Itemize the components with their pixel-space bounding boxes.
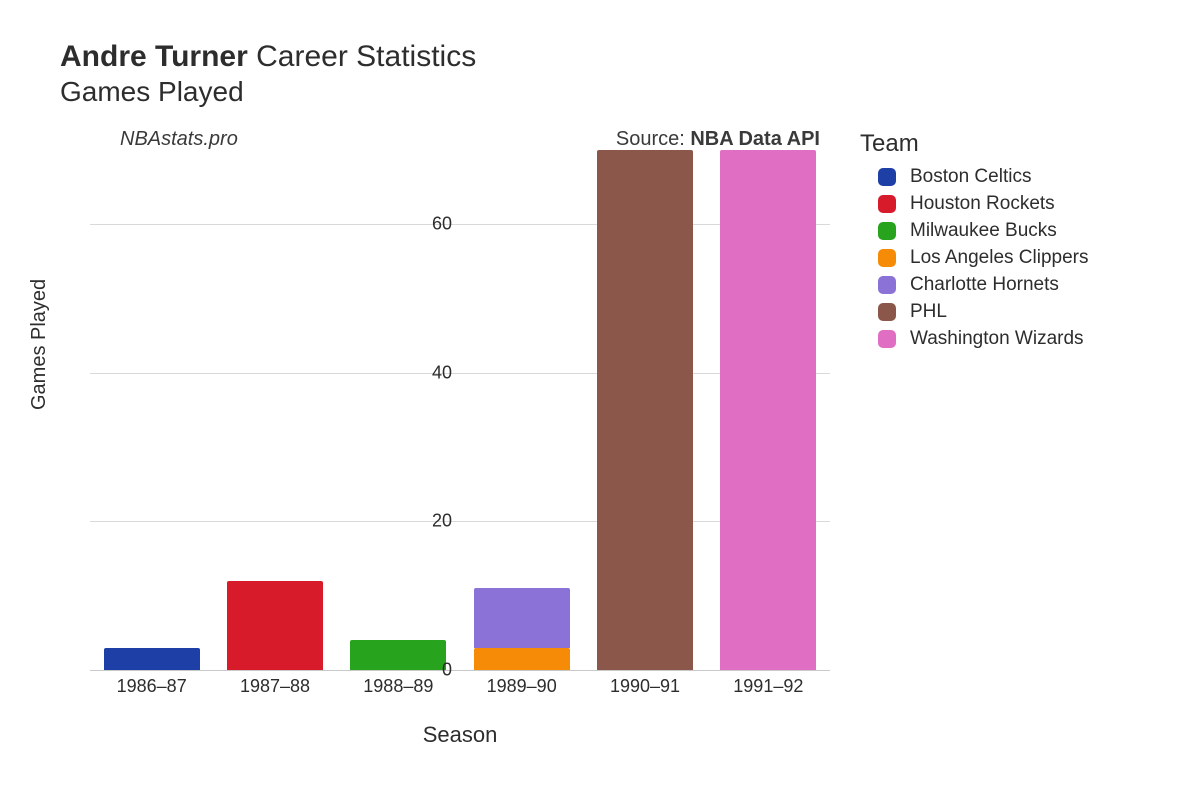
legend-item: PHL [878, 301, 1089, 323]
bar-segment [227, 581, 323, 670]
bar-segment [350, 640, 446, 670]
legend-swatch [878, 303, 896, 321]
bar [227, 150, 323, 670]
source-prefix: Source: [616, 128, 690, 150]
bar-segment [597, 150, 693, 670]
legend-swatch [878, 168, 896, 186]
chart-title: Andre Turner Career Statistics [60, 40, 476, 74]
source-name: NBA Data API [690, 128, 820, 150]
legend-label: Los Angeles Clippers [910, 247, 1089, 269]
legend-swatch [878, 276, 896, 294]
x-tick-label: 1987–88 [213, 676, 336, 697]
bar-segment [474, 588, 570, 647]
legend-item: Houston Rockets [878, 193, 1089, 215]
legend-swatch [878, 249, 896, 267]
chart-container: Andre Turner Career Statistics Games Pla… [0, 0, 1200, 800]
credits-row: NBAstats.pro Source: NBA Data API [100, 128, 820, 151]
x-tick-label: 1989–90 [460, 676, 583, 697]
legend-swatch [878, 222, 896, 240]
legend-label: Boston Celtics [910, 166, 1031, 188]
bar [104, 150, 200, 670]
baseline [90, 670, 830, 671]
title-bold: Andre Turner [60, 40, 248, 73]
legend-label: PHL [910, 301, 947, 323]
y-tick-label: 0 [442, 660, 452, 681]
y-tick-label: 20 [432, 511, 452, 532]
x-tick-label: 1986–87 [90, 676, 213, 697]
site-credit: NBAstats.pro [100, 128, 238, 151]
chart-subtitle: Games Played [60, 76, 476, 108]
legend-item: Los Angeles Clippers [878, 247, 1089, 269]
legend-item: Boston Celtics [878, 166, 1089, 188]
grid-line [90, 224, 830, 225]
legend: Team Boston Celtics Houston Rockets Milwau… [860, 130, 1089, 355]
legend-item: Washington Wizards [878, 328, 1089, 350]
y-tick-label: 60 [432, 214, 452, 235]
x-axis-title: Season [90, 722, 830, 748]
legend-item: Milwaukee Bucks [878, 220, 1089, 242]
y-axis-title: Games Played [28, 279, 51, 410]
x-tick-label: 1990–91 [583, 676, 706, 697]
legend-label: Milwaukee Bucks [910, 220, 1057, 242]
legend-items: Boston Celtics Houston Rockets Milwaukee B… [860, 166, 1089, 350]
bar [597, 150, 693, 670]
source-credit: Source: NBA Data API [616, 128, 820, 151]
bar-segment [720, 150, 816, 670]
legend-swatch [878, 195, 896, 213]
bar-segment [104, 648, 200, 670]
legend-item: Charlotte Hornets [878, 274, 1089, 296]
x-tick-label: 1991–92 [707, 676, 830, 697]
title-rest: Career Statistics [248, 40, 476, 73]
grid-line [90, 521, 830, 522]
legend-label: Charlotte Hornets [910, 274, 1059, 296]
legend-label: Houston Rockets [910, 193, 1055, 215]
bar [474, 150, 570, 670]
bar [720, 150, 816, 670]
legend-title: Team [860, 130, 1089, 158]
grid-line [90, 373, 830, 374]
plot-area [90, 150, 830, 670]
legend-label: Washington Wizards [910, 328, 1084, 350]
chart-title-block: Andre Turner Career Statistics Games Pla… [60, 40, 476, 108]
y-tick-label: 40 [432, 362, 452, 383]
legend-swatch [878, 330, 896, 348]
bar-segment [474, 648, 570, 670]
